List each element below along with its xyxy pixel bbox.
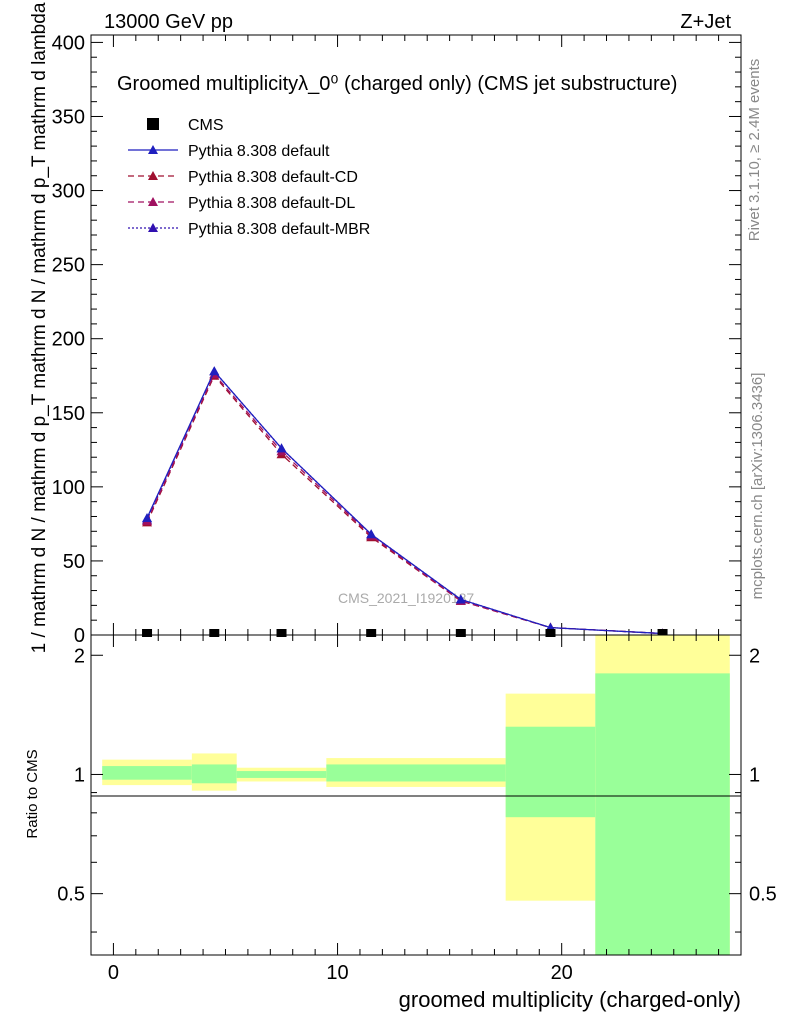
ratio-y-tick-label: 0.5 (57, 884, 85, 906)
cms-data-point (209, 629, 220, 637)
cms-data-point (657, 629, 668, 637)
legend-entry: Pythia 8.308 default (128, 143, 330, 160)
mcplots-label: mcplots.cern.ch [arXiv:1306.3436] (749, 373, 766, 600)
main-y-tick-label: 400 (52, 32, 85, 54)
chart-title: Groomed multiplicityλ_0⁰ (charged only) … (117, 73, 677, 95)
legend-entry: Pythia 8.308 default-CD (128, 169, 358, 186)
ratio-y-label: Ratio to CMS (24, 749, 41, 838)
main-y-ticks: 0 50 100 150 200 250 300 350 400 (52, 32, 741, 647)
series-marker (455, 594, 466, 604)
ratio-band-inner (595, 673, 730, 955)
ratio-y-tick-label: 1 (74, 764, 85, 786)
main-panel: Groomed multiplicityλ_0⁰ (charged only) … (29, 2, 742, 653)
legend-label: Pythia 8.308 default-CD (188, 169, 358, 186)
legend-entry: CMS (147, 117, 224, 134)
ratio-y-tick-label: 2 (74, 645, 85, 667)
cms-data-point (455, 629, 466, 637)
legend-marker (148, 171, 158, 180)
header-left: 13000 GeV pp (104, 11, 233, 33)
series-cms (142, 629, 668, 637)
x-tick-label: 10 (326, 962, 348, 984)
ratio-y-tick-label-right: 1 (749, 764, 760, 786)
ratio-frame (90, 634, 742, 956)
main-y-tick-label: 350 (52, 106, 85, 128)
main-y-tick-label: 150 (52, 403, 85, 425)
cms-data-point (142, 629, 153, 637)
cms-data-point (366, 629, 377, 637)
series-marker (209, 366, 220, 376)
x-tick-label: 0 (108, 962, 119, 984)
ratio-band-inner (102, 766, 192, 780)
ratio-band-inner (326, 764, 416, 782)
ratio-band-inner (505, 726, 596, 818)
cms-data-point (545, 629, 556, 637)
x-tick-label: 20 (551, 962, 573, 984)
ratio-band-inner (416, 764, 506, 782)
legend: CMS Pythia 8.308 default Pythia 8.308 defa… (128, 117, 370, 238)
ratio-y-ticks: 0.5 0.5 1 1 2 2 (57, 645, 777, 933)
legend-marker (148, 197, 158, 206)
x-axis-label: groomed multiplicity (charged-only) (399, 987, 741, 1012)
ratio-y-tick-label-right: 2 (749, 645, 760, 667)
ratio-x-ticks: 0 10 20 (108, 635, 720, 984)
cms-data-point (276, 629, 287, 637)
rivet-version-label: Rivet 3.1.10, ≥ 2.4M events (746, 59, 763, 242)
header-right: Z+Jet (680, 11, 731, 33)
main-y-tick-label: 200 (52, 329, 85, 351)
legend-label: CMS (188, 117, 224, 134)
main-y-label: 1 / mathrm d N / mathrm d p_T mathrm d N… (29, 2, 50, 653)
legend-marker (148, 145, 158, 154)
main-y-tick-label: 250 (52, 255, 85, 277)
main-y-tick-label: 50 (63, 551, 85, 573)
legend-label: Pythia 8.308 default-MBR (188, 221, 370, 238)
ratio-bands (102, 635, 730, 955)
series-layer (142, 366, 668, 638)
ratio-y-tick-label-right: 0.5 (749, 884, 777, 906)
main-y-tick-label: 0 (74, 625, 85, 647)
ratio-band-inner (236, 771, 327, 778)
legend-marker (147, 118, 159, 130)
legend-label: Pythia 8.308 default-DL (188, 195, 355, 212)
legend-label: Pythia 8.308 default (188, 143, 330, 160)
watermark: CMS_2021_I1920187 (338, 590, 474, 606)
series-marker (142, 512, 153, 522)
ratio-panel: Ratio to CMS groomed multiplicity (charg… (24, 634, 777, 1012)
legend-marker (148, 223, 158, 232)
main-y-tick-label: 100 (52, 477, 85, 499)
ratio-band-inner (191, 764, 237, 784)
series-marker (366, 529, 377, 539)
main-y-tick-label: 300 (52, 181, 85, 203)
legend-entry: Pythia 8.308 default-MBR (128, 221, 370, 238)
legend-entry: Pythia 8.308 default-DL (128, 195, 355, 212)
series-marker (276, 443, 287, 453)
